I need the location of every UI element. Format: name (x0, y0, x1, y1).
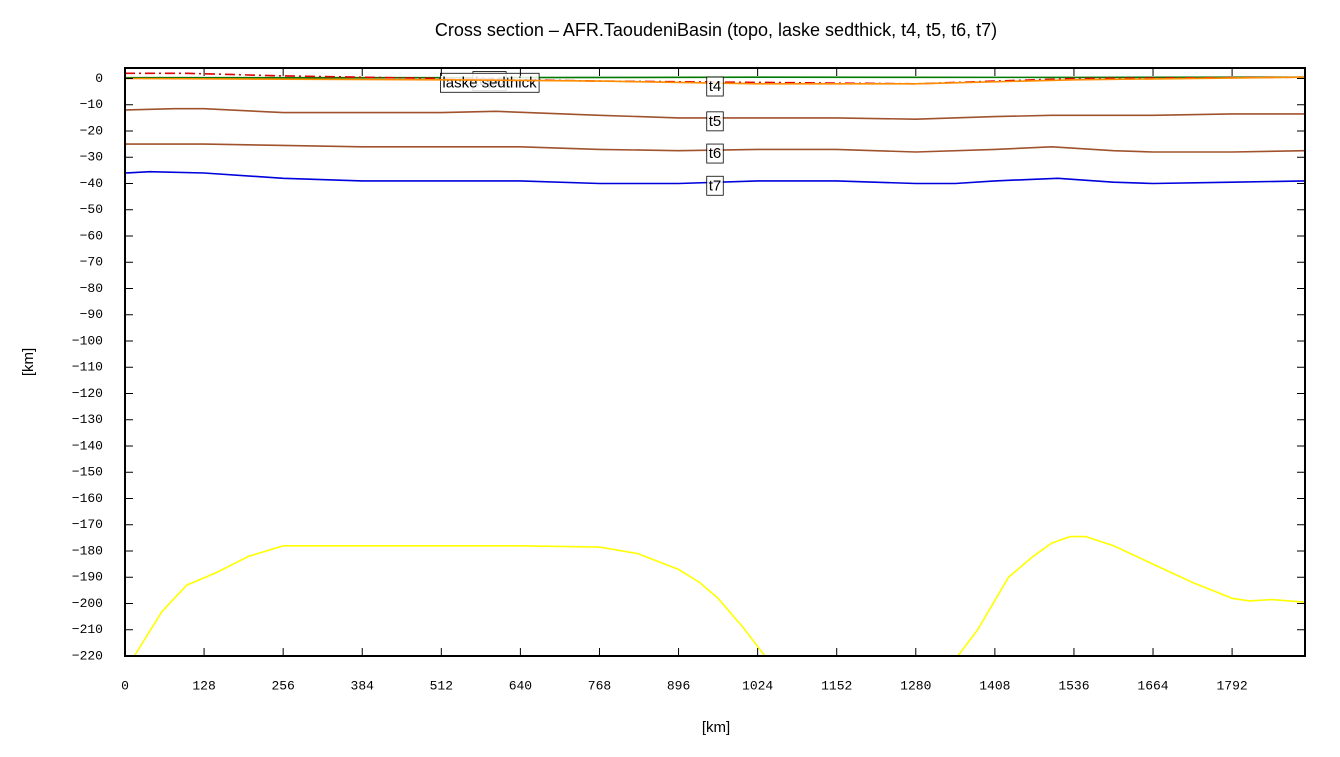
y-tick-label: −120 (72, 386, 103, 401)
y-tick-label: −130 (72, 412, 103, 427)
line-label-box (706, 111, 724, 132)
line-label-box (439, 72, 540, 93)
x-tick-label: 768 (588, 678, 611, 693)
x-tick-label: 896 (667, 678, 690, 693)
y-axis-label: [km] (20, 348, 37, 376)
x-tick-label: 1536 (1058, 678, 1089, 693)
x-tick-label: 1792 (1216, 678, 1247, 693)
x-tick-label: 1280 (900, 678, 931, 693)
y-tick-label: −50 (80, 202, 103, 217)
y-tick-label: −160 (72, 491, 103, 506)
x-tick-label: 1408 (979, 678, 1010, 693)
series-line (957, 535, 1306, 657)
plot-frame (124, 67, 1306, 657)
y-tick-label: −170 (72, 517, 103, 532)
line-label-box (706, 76, 724, 97)
x-tick-label: 384 (351, 678, 375, 693)
y-tick-label: −150 (72, 465, 103, 480)
y-tick-label: −10 (80, 97, 103, 112)
y-tick-label: −40 (80, 176, 103, 191)
line-label: t5 (709, 113, 722, 130)
line-label: t7 (709, 177, 722, 194)
y-tick-label: 0 (95, 71, 103, 86)
series-line (124, 76, 1306, 85)
y-tick-label: −140 (72, 438, 103, 453)
x-tick-label: 128 (192, 678, 215, 693)
y-tick-label: −80 (80, 281, 103, 296)
y-tick-label: −110 (72, 360, 103, 375)
line-label-box (706, 175, 724, 196)
series-line (125, 72, 1306, 85)
y-tick-label: −60 (80, 228, 103, 243)
y-tick-label: −100 (72, 333, 103, 348)
line-label: laske sedthick (442, 74, 537, 91)
chart-title: Cross section – AFR.TaoudeniBasin (topo,… (435, 20, 997, 40)
x-axis-label: [km] (702, 719, 730, 736)
y-tick-label: −20 (80, 123, 103, 138)
y-tick-label: −220 (72, 648, 103, 663)
series-line (124, 170, 1306, 185)
y-tick-label: −200 (72, 596, 103, 611)
x-tick-label: 256 (271, 678, 294, 693)
y-tick-label: −210 (72, 622, 103, 637)
y-tick-label: −190 (72, 570, 103, 585)
y-tick-label: −70 (80, 255, 103, 270)
series-line (125, 143, 1306, 153)
series-line (124, 107, 1305, 121)
x-tick-label: 512 (430, 678, 453, 693)
y-tick-label: −180 (72, 543, 103, 558)
line-label: t6 (709, 145, 722, 162)
x-tick-label: 0 (121, 678, 129, 693)
x-tick-label: 640 (509, 678, 532, 693)
y-tick-label: −90 (80, 307, 103, 322)
line-label: t4 (709, 78, 722, 95)
x-tick-label: 1664 (1137, 678, 1168, 693)
x-tick-label: 1024 (742, 678, 773, 693)
x-tick-label: 1152 (821, 678, 852, 693)
series-line (133, 544, 766, 657)
y-tick-label: −30 (80, 150, 103, 165)
line-label-box (706, 143, 724, 164)
